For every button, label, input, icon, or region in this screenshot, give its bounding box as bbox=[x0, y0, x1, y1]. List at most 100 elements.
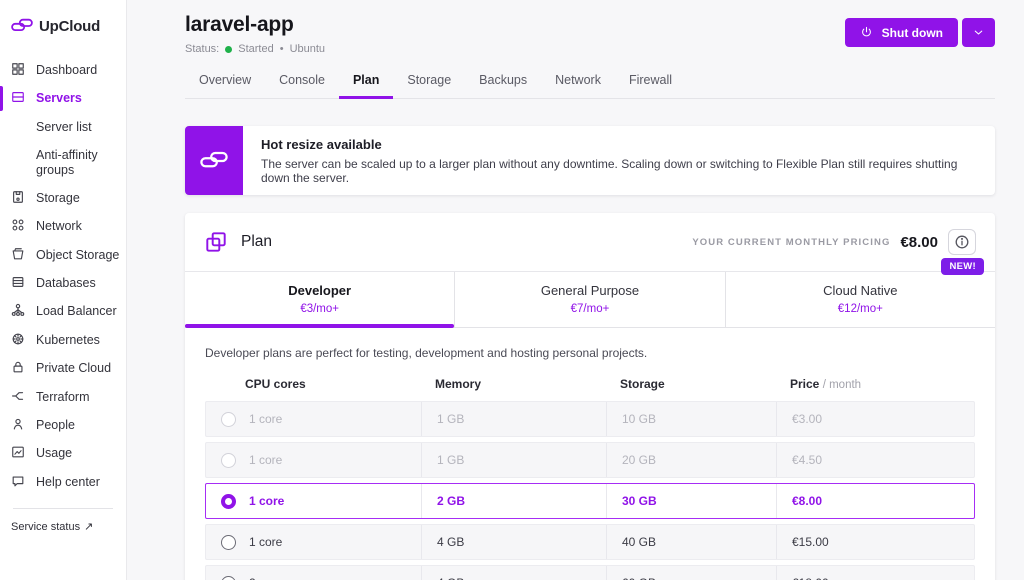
sidebar-item-load-balancer[interactable]: Load Balancer bbox=[0, 297, 126, 325]
storage-icon bbox=[11, 190, 27, 204]
plan-memory: 1 GB bbox=[421, 402, 606, 436]
plan-memory: 4 GB bbox=[421, 525, 606, 559]
plan-cpu: 1 core bbox=[249, 453, 283, 467]
people-icon bbox=[11, 417, 27, 431]
shutdown-menu-button[interactable] bbox=[962, 18, 995, 47]
plan-price: €4.50 bbox=[776, 443, 974, 477]
plan-price: €18.00 bbox=[776, 566, 974, 580]
sidebar-item-anti-affinity-groups[interactable]: Anti-affinity groups bbox=[36, 148, 98, 177]
column-header-storage: Storage bbox=[620, 377, 665, 391]
page-title: laravel-app bbox=[185, 13, 294, 36]
plan-cpu: 1 core bbox=[249, 494, 285, 508]
sidebar-item-private-cloud[interactable]: Private Cloud bbox=[0, 354, 126, 382]
databases-icon bbox=[11, 275, 27, 289]
service-status-link[interactable]: Service status ↗ bbox=[0, 520, 126, 534]
column-header-memory: Memory bbox=[435, 377, 482, 391]
hot-resize-icon bbox=[200, 147, 228, 175]
sidebar-item-dashboard[interactable]: Dashboard bbox=[0, 56, 126, 84]
tab-firewall[interactable]: Firewall bbox=[628, 73, 673, 87]
plan-section-title: Plan bbox=[241, 233, 273, 250]
plan-radio[interactable] bbox=[221, 534, 236, 550]
price-suffix: / month bbox=[822, 379, 862, 391]
sidebar-divider bbox=[13, 508, 113, 509]
status-label: Status: bbox=[185, 43, 220, 55]
current-pricing: Your current monthly pricing €8.00 bbox=[692, 229, 976, 255]
plan-description: Developer plans are perfect for testing,… bbox=[205, 346, 648, 360]
sidebar: UpCloud Dashboard Servers Server list An… bbox=[0, 0, 127, 580]
plan-row[interactable]: 1 core 4 GB 40 GB €15.00 bbox=[205, 524, 975, 560]
plan-tier-general-purpose[interactable]: General Purpose €7/mo+ bbox=[454, 272, 724, 327]
status-value: Started bbox=[238, 43, 274, 55]
shutdown-button[interactable]: Shut down bbox=[844, 18, 958, 47]
plan-radio bbox=[221, 411, 236, 427]
plan-card-header: Plan Your current monthly pricing €8.00 bbox=[185, 213, 995, 272]
server-tabs: Overview Console Plan Storage Backups Ne… bbox=[185, 64, 995, 99]
tab-plan[interactable]: Plan bbox=[338, 64, 394, 99]
dashboard-icon bbox=[11, 62, 27, 76]
hot-resize-banner: Hot resize available The server can be s… bbox=[185, 126, 995, 195]
plan-card: Plan Your current monthly pricing €8.00 … bbox=[185, 213, 995, 580]
server-status: Status: Started • Ubuntu bbox=[185, 43, 325, 55]
sidebar-item-people[interactable]: People bbox=[0, 411, 126, 439]
plan-radio[interactable] bbox=[221, 575, 236, 580]
tab-network[interactable]: Network bbox=[555, 73, 601, 87]
banner-title: Hot resize available bbox=[261, 137, 382, 152]
sidebar-item-help-center[interactable]: Help center bbox=[0, 468, 126, 496]
kubernetes-icon bbox=[11, 332, 27, 346]
plan-cpu: 2 cores bbox=[249, 576, 288, 580]
plan-row[interactable]: 2 cores 4 GB 60 GB €18.00 bbox=[205, 565, 975, 580]
sidebar-item-servers[interactable]: Servers bbox=[0, 84, 126, 112]
brand-name: UpCloud bbox=[39, 17, 101, 35]
plan-price: €8.00 bbox=[776, 484, 974, 518]
sidebar-item-network[interactable]: Network bbox=[0, 212, 126, 240]
tab-backups[interactable]: Backups bbox=[479, 73, 528, 87]
status-separator: • bbox=[279, 43, 284, 55]
plan-radio[interactable] bbox=[221, 493, 236, 509]
upcloud-logo-icon bbox=[11, 15, 33, 37]
pricing-info-button[interactable] bbox=[948, 229, 976, 255]
plan-cpu: 1 core bbox=[249, 412, 283, 426]
load-balancer-icon bbox=[11, 303, 27, 317]
column-header-cpu: CPU cores bbox=[245, 377, 306, 391]
plan-price: €15.00 bbox=[776, 525, 974, 559]
pricing-label: Your current monthly pricing bbox=[692, 236, 891, 248]
server-actions: Shut down bbox=[844, 18, 995, 47]
power-icon bbox=[860, 26, 873, 39]
plan-tier-developer[interactable]: Developer €3/mo+ bbox=[185, 272, 455, 328]
private-cloud-icon bbox=[11, 360, 27, 374]
tab-storage[interactable]: Storage bbox=[407, 73, 452, 87]
plan-tier-cloud-native[interactable]: Cloud Native €12/mo+ bbox=[724, 272, 995, 327]
plan-radio bbox=[221, 452, 236, 468]
plan-storage: 40 GB bbox=[606, 525, 776, 559]
external-link-icon: ↗ bbox=[84, 521, 94, 533]
pricing-value: €8.00 bbox=[900, 233, 938, 251]
plan-price: €3.00 bbox=[776, 402, 974, 436]
status-dot-green bbox=[225, 45, 233, 53]
plan-storage: 30 GB bbox=[606, 484, 776, 518]
plan-memory: 2 GB bbox=[421, 484, 606, 518]
chevron-down-icon bbox=[972, 26, 985, 39]
info-icon bbox=[954, 234, 970, 250]
plan-row: 1 core 1 GB 20 GB €4.50 bbox=[205, 442, 975, 478]
object-storage-icon bbox=[11, 247, 27, 261]
plan-storage: 10 GB bbox=[606, 402, 776, 436]
tab-overview[interactable]: Overview bbox=[199, 73, 252, 87]
plan-table: CPU cores Memory Storage Price / month 1… bbox=[205, 362, 975, 580]
plan-memory: 1 GB bbox=[421, 443, 606, 477]
sidebar-item-object-storage[interactable]: Object Storage bbox=[0, 241, 126, 269]
sidebar-item-server-list[interactable]: Server list bbox=[36, 119, 92, 134]
upcloud-logo[interactable]: UpCloud bbox=[0, 0, 126, 37]
sidebar-nav: Dashboard Servers Server list Anti-affin… bbox=[0, 56, 126, 496]
plan-tier-tabs: Developer €3/mo+ General Purpose €7/mo+ … bbox=[185, 272, 995, 328]
plan-icon bbox=[204, 230, 228, 254]
plan-cpu: 1 core bbox=[249, 535, 283, 549]
tab-console[interactable]: Console bbox=[279, 73, 325, 87]
sidebar-item-databases[interactable]: Databases bbox=[0, 269, 126, 297]
sidebar-item-usage[interactable]: Usage bbox=[0, 439, 126, 467]
sidebar-item-terraform[interactable]: Terraform bbox=[0, 383, 126, 411]
sidebar-item-storage[interactable]: Storage bbox=[0, 184, 126, 212]
hot-resize-tile bbox=[185, 126, 243, 195]
plan-row[interactable]: 1 core 2 GB 30 GB €8.00 bbox=[205, 483, 975, 519]
sidebar-item-kubernetes[interactable]: Kubernetes bbox=[0, 326, 126, 354]
servers-icon bbox=[11, 90, 27, 104]
